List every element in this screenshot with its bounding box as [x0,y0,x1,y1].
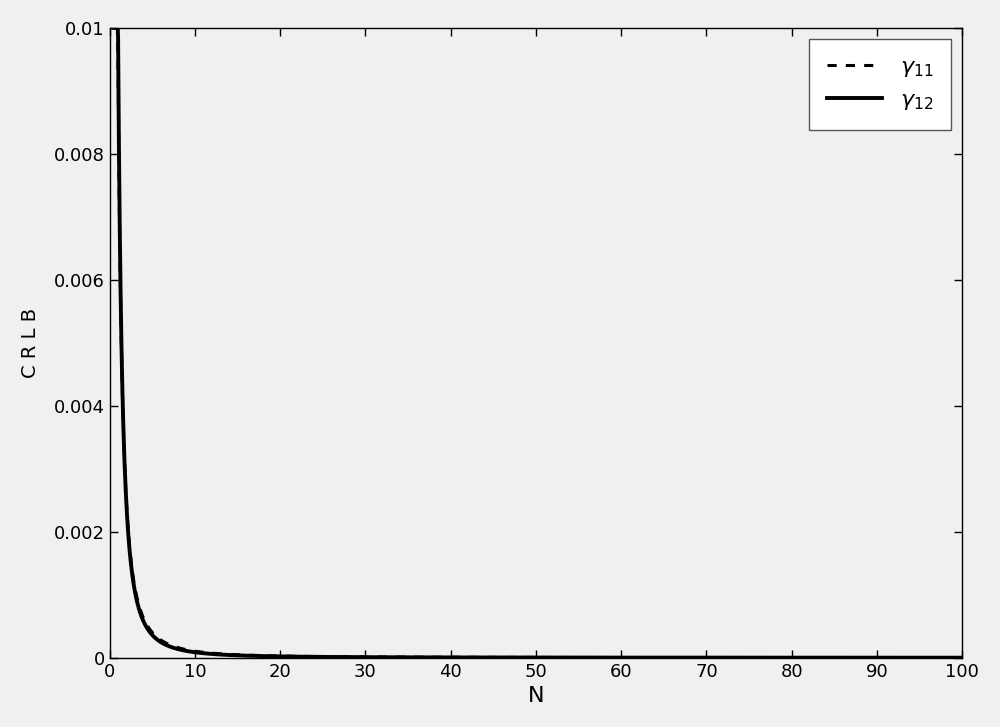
$\gamma_{11}$ [956,654,968,662]
$\gamma_{11}$ [932,654,944,662]
Legend: $\gamma_{11}$, $\gamma_{12}$: $\gamma_{11}$, $\gamma_{12}$ [809,39,951,129]
Line: $\gamma_{12}$: $\gamma_{12}$ [114,28,962,658]
$\gamma_{11}$ [108,23,120,32]
$\gamma_{11}$ [151,633,163,642]
$\gamma_{11}$ [776,654,788,662]
$\gamma_{12}$ [108,23,120,32]
$\gamma_{12}$ [776,654,788,662]
$\gamma_{12}$ [932,654,944,662]
$\gamma_{11}$ [498,653,510,662]
X-axis label: N: N [528,686,544,706]
Line: $\gamma_{11}$: $\gamma_{11}$ [114,28,962,658]
$\gamma_{12}$ [151,635,163,644]
Y-axis label: C R L B: C R L B [21,308,40,378]
$\gamma_{12}$ [498,653,510,662]
$\gamma_{11}$ [931,654,943,662]
$\gamma_{12}$ [956,654,968,662]
$\gamma_{12}$ [931,654,943,662]
$\gamma_{12}$ [520,653,532,662]
$\gamma_{11}$ [520,653,532,662]
